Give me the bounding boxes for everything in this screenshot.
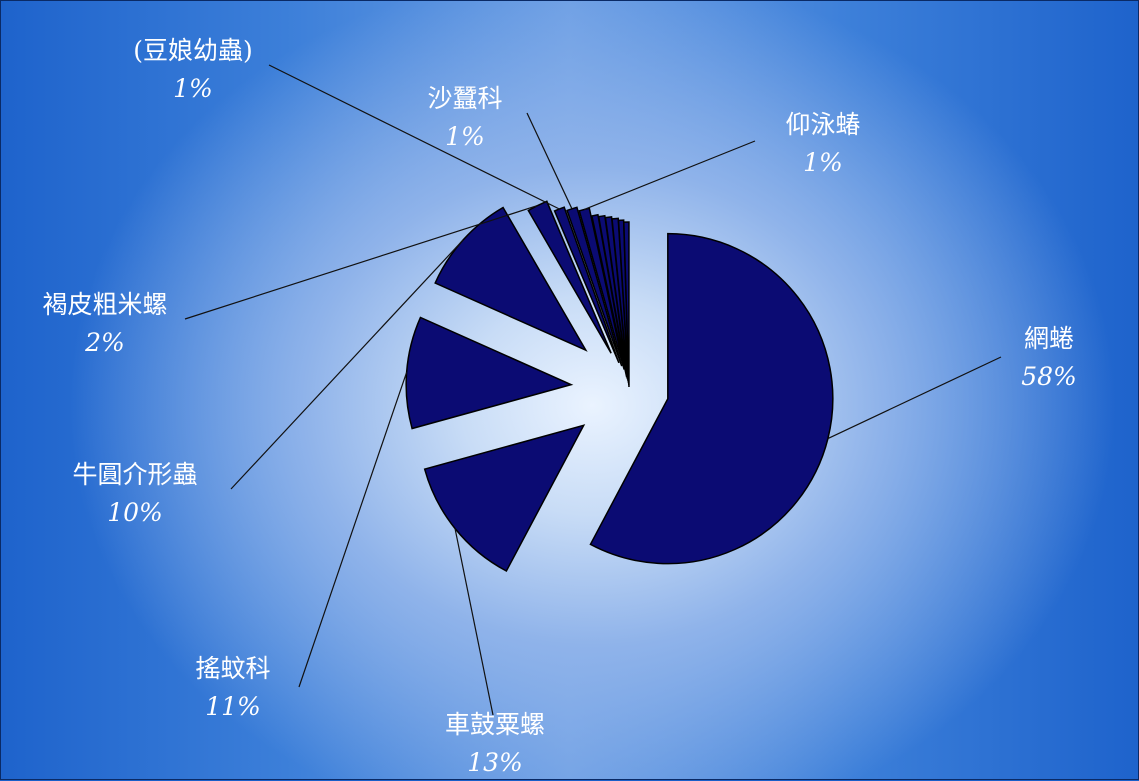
pie-slice-5 [553, 206, 620, 364]
slice-name-label-2: 搖蚊科 [195, 654, 270, 683]
pie-slice-12 [617, 219, 630, 386]
pie-slice-6 [566, 206, 623, 367]
slice-percent-label-2: 11% [205, 692, 261, 721]
slice-name-label-4: 褐皮粗米螺 [42, 290, 167, 319]
slice-name-label-6: 沙蠶科 [427, 84, 502, 113]
pie-slice-1 [423, 424, 586, 573]
pie-slice-0 [589, 232, 834, 565]
slice-name-label-1: 車鼓粟螺 [445, 710, 545, 739]
slice-name-label-5: (豆娘幼蟲) [133, 36, 253, 65]
leader-line-7 [584, 140, 756, 211]
slice-name-label-7: 仰泳蝽 [785, 110, 860, 139]
leader-line-6 [526, 112, 573, 210]
pie-slice-11 [611, 217, 630, 384]
leader-line-3 [230, 239, 464, 490]
pie-slice-2 [405, 316, 574, 430]
slice-name-label-0: 網蜷 [1024, 324, 1074, 353]
leader-line-2 [298, 372, 408, 688]
leader-line-1 [454, 528, 494, 716]
pie-slice-4 [527, 200, 612, 354]
slice-percent-label-4: 2% [84, 328, 125, 357]
slice-name-label-3: 牛圓介形蟲 [72, 460, 197, 489]
slice-percent-label-5: 1% [173, 74, 213, 103]
pie-slice-8 [590, 213, 628, 378]
pie-slice-9 [597, 214, 629, 380]
slice-percent-label-6: 1% [445, 122, 485, 151]
pie-slice-10 [604, 216, 629, 382]
slice-percent-label-1: 13% [467, 748, 523, 777]
slice-percent-label-0: 58% [1021, 362, 1077, 391]
leader-line-4 [184, 205, 538, 320]
slice-percent-label-7: 1% [803, 148, 843, 177]
slice-percent-label-3: 10% [107, 498, 163, 527]
leader-line-0 [827, 356, 1002, 440]
pie-slice-13 [623, 221, 630, 388]
leader-line-5 [268, 64, 560, 210]
